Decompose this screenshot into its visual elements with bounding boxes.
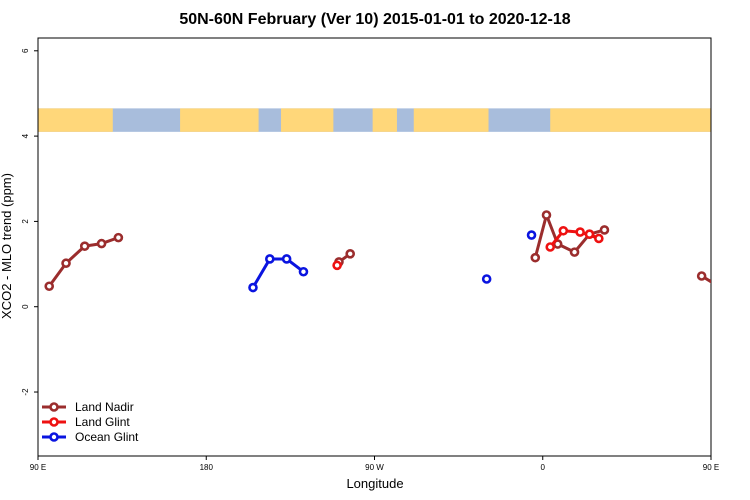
x-axis: 90 E 180 90 W 0 90 E [30,456,719,472]
ocean-glint-point-0-3 [298,266,309,277]
map-land-1 [180,108,259,132]
land-glint-point-1-1 [558,225,569,236]
land-nadir-point-2-3 [569,247,580,257]
land-nadir-point-2-1 [541,210,552,220]
land-nadir-point-0-1 [61,258,71,269]
x-tick-label-1: 180 [200,463,214,472]
legend-label-ocean-glint: Ocean Glint [75,430,139,444]
legend-label-land-nadir: Land Nadir [75,400,134,414]
land-nadir-point-3-2 [732,260,739,267]
land-nadir-point-3-1 [715,283,722,290]
ocean-glint-point-0-1 [265,254,275,264]
ocean-glint-point-1-0 [481,274,492,284]
y-tick-label-3: 4 [21,133,30,138]
map-land-2 [281,108,334,132]
y-axis-title: XCO2 - MLO trend (ppm) [0,173,14,319]
ocean-glint-line-0 [251,257,305,289]
y-tick-label-2: 2 [21,219,30,224]
y-tick-label-1: 0 [21,304,30,309]
x-tick-label-4: 90 E [703,463,719,472]
land-nadir-point-0-4 [113,232,124,243]
legend-label-land-glint: Land Glint [75,415,130,429]
map-land-5 [550,108,711,132]
land-glint-point-1-3 [594,233,604,244]
land-glint-point-1-4 [584,229,595,240]
x-axis-title: Longitude [346,476,403,491]
land-nadir-line-3 [700,274,711,284]
y-axis: -2 0 2 4 6 [21,48,38,396]
land-nadir-point-2-0 [530,252,541,263]
map-band [38,108,711,132]
x-tick-label-2: 90 W [365,463,384,472]
legend-marker-ocean-glint [49,432,59,442]
map-land-4 [413,108,489,132]
map-land-3 [372,108,397,132]
land-nadir-point-3-0 [696,271,707,281]
land-nadir-point-0-0 [44,281,55,292]
land-nadir-point-2-5 [599,225,610,235]
y-tick-label-4: 6 [21,48,30,53]
legend-marker-land-glint [49,417,59,427]
land-glint-point-1-0 [545,242,556,252]
land-glint-point-0-0 [332,260,342,271]
map-land-0 [38,108,113,132]
land-nadir-point-0-3 [96,238,107,249]
ocean-glint-point-2-0 [526,230,537,240]
y-tick-label-0: -2 [21,388,30,396]
series-layer [44,210,739,293]
x-tick-label-0: 90 E [30,463,46,472]
land-nadir-point-0-2 [79,241,90,251]
land-glint-point-1-2 [575,227,585,237]
plot-frame [37,37,712,457]
chart-title: 50N-60N February (Ver 10) 2015-01-01 to … [179,11,570,28]
land-nadir-point-1-1 [345,249,355,259]
legend-marker-land-nadir [49,402,59,412]
ocean-glint-point-0-2 [281,254,292,264]
ocean-glint-point-0-0 [248,282,258,293]
x-tick-label-3: 0 [541,463,546,472]
